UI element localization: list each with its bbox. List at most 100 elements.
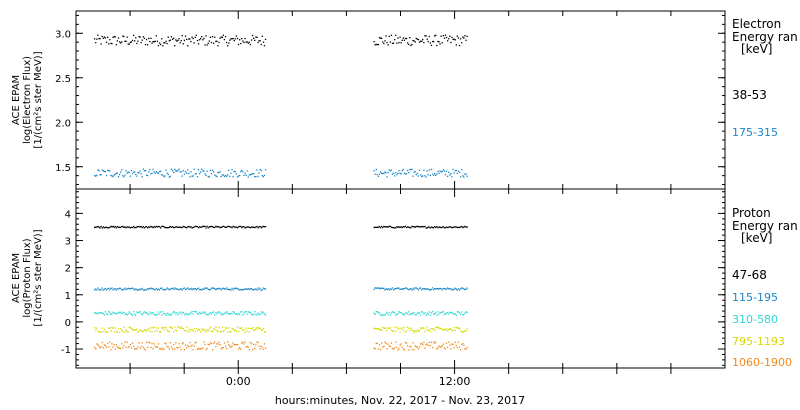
- data-point: [121, 343, 123, 345]
- data-point: [249, 341, 252, 343]
- data-point: [257, 41, 259, 44]
- data-point: [231, 169, 233, 171]
- data-point: [259, 287, 261, 289]
- data-point: [433, 328, 435, 330]
- data-point: [242, 341, 244, 343]
- data-point: [221, 326, 223, 328]
- data-point: [100, 289, 102, 291]
- data-point: [228, 288, 230, 290]
- data-point: [129, 327, 131, 329]
- data-point: [435, 226, 437, 229]
- data-point: [463, 226, 465, 228]
- data-point: [209, 326, 212, 328]
- data-point: [461, 331, 463, 333]
- data-point: [427, 344, 429, 347]
- data-point: [191, 329, 193, 331]
- data-point: [176, 346, 178, 349]
- data-point: [426, 288, 428, 290]
- data-point: [145, 311, 148, 314]
- data-point: [152, 348, 154, 350]
- data-point: [191, 175, 193, 177]
- data-point: [395, 288, 397, 290]
- x-tick-labels: 0:00 12:00: [129, 368, 672, 388]
- data-point: [214, 288, 216, 290]
- data-point: [395, 172, 397, 174]
- data-point: [101, 312, 103, 314]
- x-axis-label: hours:minutes, Nov. 22, 2017 - Nov. 23, …: [275, 394, 525, 407]
- data-point: [183, 226, 186, 228]
- data-point: [240, 311, 242, 313]
- data-point: [451, 343, 453, 345]
- data-point: [193, 310, 195, 313]
- data-point: [246, 330, 248, 332]
- data-point: [441, 328, 443, 331]
- data-point: [257, 227, 259, 229]
- data-point: [437, 347, 439, 349]
- data-point: [398, 42, 400, 44]
- data-point: [220, 330, 222, 332]
- data-point: [160, 311, 162, 313]
- data-point: [411, 225, 413, 227]
- data-point: [156, 226, 159, 228]
- data-point: [97, 344, 99, 346]
- data-point: [376, 328, 378, 330]
- data-point: [140, 288, 142, 291]
- data-point: [112, 346, 114, 348]
- data-point: [241, 289, 243, 291]
- data-point: [452, 226, 454, 229]
- data-point: [207, 42, 209, 44]
- data-point: [156, 313, 159, 315]
- data-point: [125, 170, 127, 172]
- data-point: [170, 288, 173, 290]
- data-point: [141, 287, 143, 290]
- data-point: [201, 36, 203, 38]
- data-point: [200, 226, 202, 228]
- electron-x-ticks: [129, 11, 672, 189]
- data-point: [263, 288, 266, 290]
- data-point: [121, 312, 123, 315]
- data-point: [261, 175, 263, 177]
- data-point: [229, 331, 231, 333]
- data-point: [231, 227, 233, 229]
- data-point: [111, 343, 113, 345]
- data-point: [124, 226, 126, 228]
- data-point: [444, 288, 447, 290]
- data-point: [408, 43, 410, 46]
- data-point: [120, 42, 122, 44]
- data-point: [436, 314, 438, 316]
- data-point: [123, 326, 125, 328]
- data-point: [377, 311, 380, 314]
- data-point: [384, 226, 386, 228]
- data-point: [200, 331, 202, 333]
- data-point: [428, 329, 430, 331]
- data-point: [128, 346, 130, 348]
- data-point: [264, 347, 267, 349]
- data-point: [417, 312, 420, 314]
- data-point: [203, 328, 205, 330]
- data-point: [421, 175, 423, 178]
- data-point: [205, 174, 207, 176]
- data-point: [125, 40, 127, 42]
- data-point: [158, 313, 161, 315]
- data-point: [210, 41, 213, 44]
- data-point: [250, 328, 253, 330]
- data-point: [94, 327, 96, 329]
- data-point: [176, 226, 178, 228]
- data-point: [430, 312, 433, 314]
- data-point: [228, 344, 230, 346]
- data-point: [103, 344, 106, 346]
- data-point: [189, 313, 191, 315]
- data-point: [396, 174, 398, 176]
- data-point: [100, 173, 102, 176]
- data-point: [226, 41, 228, 44]
- data-point: [460, 329, 462, 332]
- data-point: [150, 173, 152, 175]
- data-point: [378, 225, 381, 228]
- data-point: [121, 169, 123, 171]
- data-point: [466, 311, 468, 313]
- data-point: [410, 227, 412, 229]
- data-point: [403, 172, 405, 174]
- data-point: [184, 288, 187, 291]
- data-point: [178, 168, 180, 170]
- data-point: [417, 225, 420, 228]
